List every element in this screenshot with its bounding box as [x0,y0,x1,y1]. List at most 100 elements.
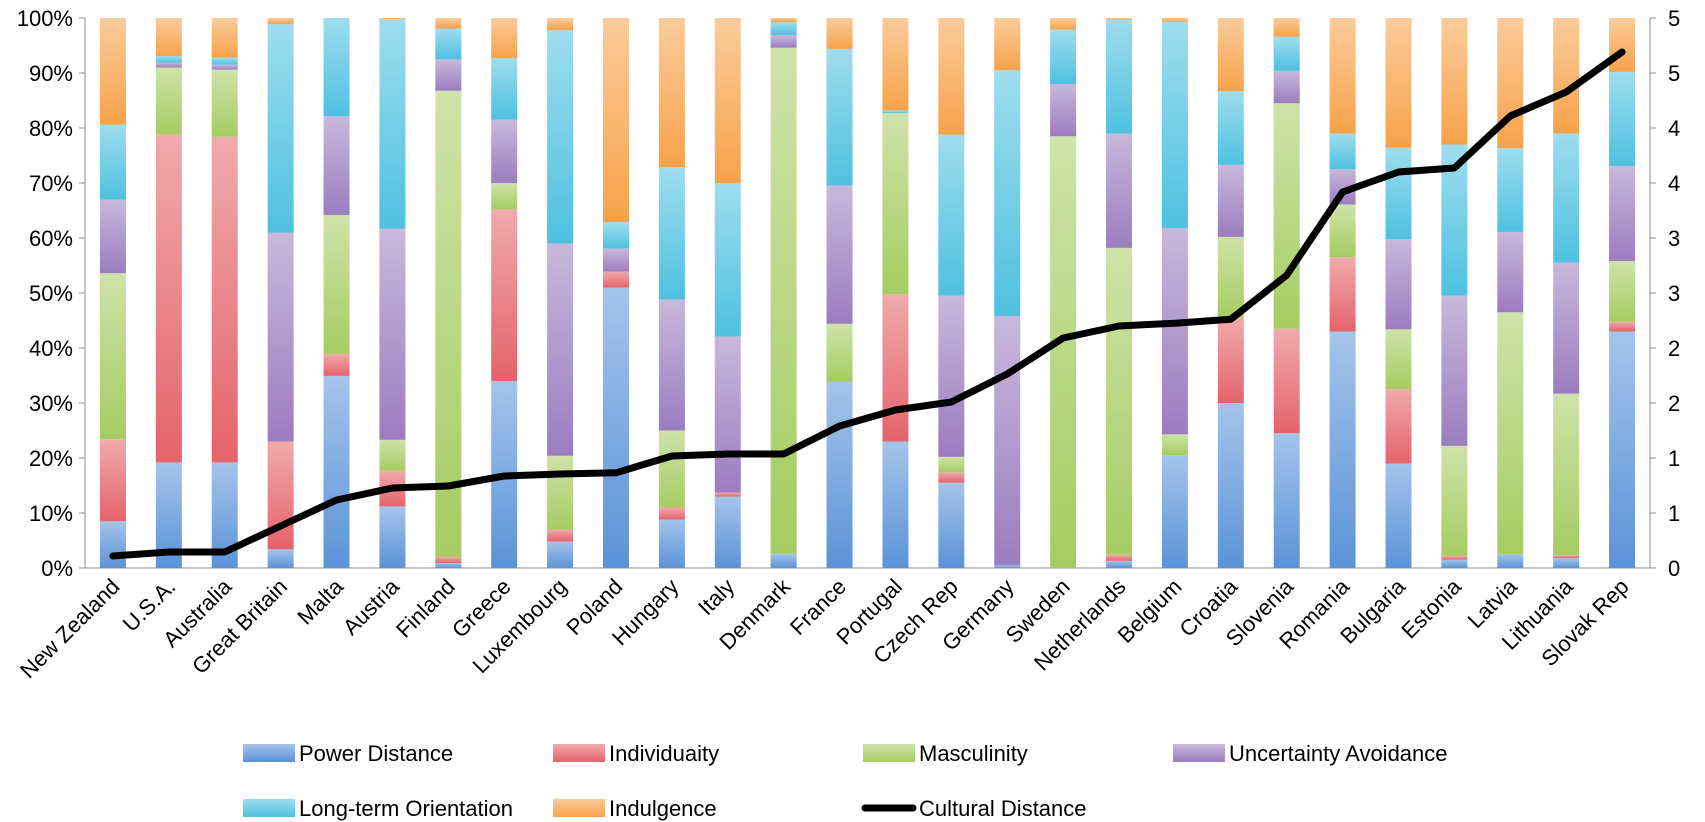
bar-indulgence-sweden [1050,18,1077,30]
bar-masculinity-romania [1329,204,1356,258]
left-tick-label: 70% [29,171,73,196]
bar-power-distance-romania [1329,331,1356,568]
bar-individuaity-slovenia [1273,328,1300,434]
left-tick-label: 50% [29,281,73,306]
bar-individuaity-finland [435,556,462,564]
bar-uncertainty-avoidance-malta [323,116,350,216]
bar-indulgence-france [826,18,853,49]
bar-uncertainty-avoidance-italy [714,336,741,493]
bar-individuaity-romania [1329,257,1356,332]
bar-uncertainty-avoidance-slovak-rep [1609,165,1636,262]
bar-individuaity-czech-rep [938,472,965,483]
bar-individuaity-u-s-a [155,134,182,463]
bar-uncertainty-avoidance-france [826,185,853,324]
bar-uncertainty-avoidance-finland [435,59,462,91]
right-tick-label: 4 [1668,116,1680,141]
bar-uncertainty-avoidance-croatia [1217,164,1244,237]
bar-uncertainty-avoidance-austria [379,228,406,440]
left-tick-label: 40% [29,336,73,361]
legend-swatch [1173,744,1225,762]
bar-power-distance-czech-rep [938,482,965,568]
right-tick-label: 2 [1668,336,1680,361]
bar-indulgence-czech-rep [938,18,965,135]
bar-uncertainty-avoidance-australia [211,64,238,70]
bar-individuaity-croatia [1217,317,1244,403]
legend-label: Individuaity [609,741,719,766]
bar-power-distance-austria [379,506,406,568]
bar-masculinity-lithuania [1553,393,1580,556]
bar-long-term-orientation-luxembourg [547,30,574,244]
bar-long-term-orientation-slovenia [1273,36,1300,71]
right-tick-label: 2 [1668,391,1680,416]
bar-power-distance-italy [714,496,741,568]
bar-power-distance-finland [435,563,462,568]
legend-label: Uncertainty Avoidance [1229,741,1448,766]
bar-masculinity-czech-rep [938,456,965,473]
legend-item-power-distance: Power Distance [243,741,453,766]
category-label-austria: Austria [338,573,405,640]
legend-label: Indulgence [609,796,717,821]
bar-individuaity-greece [491,209,518,381]
left-tick-label: 30% [29,391,73,416]
legend-label: Long-term Orientation [299,796,513,821]
bar-indulgence-italy [714,18,741,183]
bar-masculinity-malta [323,215,350,354]
bar-power-distance-poland [602,287,629,568]
bar-uncertainty-avoidance-bulgaria [1385,239,1412,330]
bar-masculinity-slovak-rep [1609,261,1636,322]
bar-indulgence-finland [435,18,462,29]
bar-long-term-orientation-italy [714,183,741,337]
bar-power-distance-great-britain [267,549,294,568]
bar-power-distance-portugal [882,441,909,568]
right-tick-label: 3 [1668,281,1680,306]
bar-masculinity-latvia [1497,312,1524,555]
bar-long-term-orientation-malta [323,18,350,117]
bar-indulgence-bulgaria [1385,18,1412,148]
bar-long-term-orientation-great-britain [267,24,294,233]
right-tick-label: 3 [1668,226,1680,251]
bar-power-distance-hungary [658,519,685,568]
bar-masculinity-estonia [1441,445,1468,556]
bar-individuaity-luxembourg [547,529,574,542]
bar-indulgence-poland [602,18,629,223]
bar-uncertainty-avoidance-new-zealand [99,199,126,274]
legend-item-long-term-orientation: Long-term Orientation [243,796,513,821]
legend-swatch [243,744,295,762]
left-tick-label: 80% [29,116,73,141]
bar-indulgence-portugal [882,18,909,111]
bar-long-term-orientation-finland [435,28,462,60]
bar-long-term-orientation-netherlands [1106,19,1133,134]
legend-label: Cultural Distance [919,796,1087,821]
bar-long-term-orientation-croatia [1217,91,1244,165]
bar-long-term-orientation-france [826,48,853,186]
legend-item-individuaity: Individuaity [553,741,719,766]
bar-individuaity-bulgaria [1385,389,1412,464]
right-axis-ticks: 0 1 1 2 2 3 3 4 4 5 5 [1650,6,1680,581]
bar-uncertainty-avoidance-belgium [1161,228,1188,435]
bar-masculinity-slovenia [1273,103,1300,329]
bar-individuaity-poland [602,271,629,288]
bar-long-term-orientation-denmark [770,22,797,36]
right-tick-label: 1 [1668,446,1680,471]
bar-masculinity-u-s-a [155,67,182,135]
bar-masculinity-croatia [1217,236,1244,318]
bar-uncertainty-avoidance-lithuania [1553,262,1580,394]
bar-power-distance-netherlands [1106,560,1133,568]
bars-group [99,18,1636,568]
bar-uncertainty-avoidance-estonia [1441,295,1468,446]
bar-uncertainty-avoidance-czech-rep [938,295,965,457]
bar-uncertainty-avoidance-netherlands [1106,133,1133,248]
bar-uncertainty-avoidance-sweden [1050,84,1077,137]
bar-long-term-orientation-bulgaria [1385,147,1412,240]
bar-power-distance-latvia [1497,554,1524,568]
bar-power-distance-croatia [1217,403,1244,568]
bar-long-term-orientation-slovak-rep [1609,71,1636,166]
bar-masculinity-france [826,323,853,382]
bar-masculinity-austria [379,439,406,471]
legend: Power Distance Individuaity Masculinity Unc… [243,741,1448,821]
bar-indulgence-u-s-a [155,18,182,56]
left-axis-ticks: 0% 10% 20% 30% 40% 50% 60% 70% 80% 90% 100% [17,6,85,581]
